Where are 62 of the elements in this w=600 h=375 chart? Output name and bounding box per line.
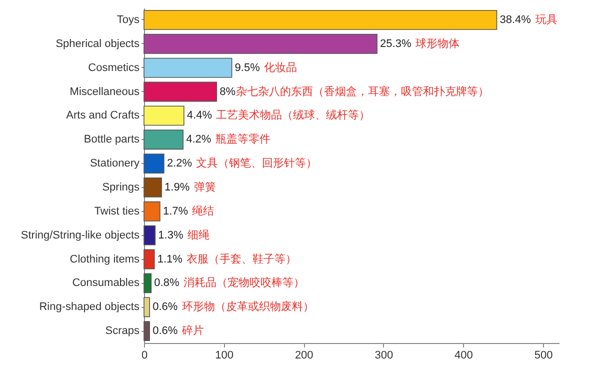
bar [144,177,162,198]
y-tick-label: Springs [102,181,140,194]
bar [144,154,164,174]
x-tick-label: 200 [294,350,314,362]
bar [144,297,150,318]
annotation: 杂七杂八的东西（香烟盒，耳塞，吸管和扑克牌等） [236,84,490,98]
annotation: 4.2% [186,134,212,146]
annotation: 环形物（皮革或织物废料） [182,300,314,314]
y-tick-label: Arts and Crafts [66,110,140,122]
annotation: 化妆品 [264,62,297,74]
y-tick-label: Consumables [72,277,140,290]
annotation: 4.4% [186,110,212,122]
annotation: 衣服（手套、鞋子等） [186,252,297,266]
y-tick-label: String/String-like objects [20,229,140,242]
bar [144,58,232,78]
annotation: 1.9% [164,181,190,194]
y-tick-label: Scraps [105,325,140,338]
annotation: 弹簧 [194,180,216,194]
annotation: 38.4% [500,14,532,26]
x-tick-label: 400 [454,350,473,362]
x-tick-label: 300 [374,350,394,362]
x-tick-label: 100 [215,350,234,362]
bar [144,82,218,102]
bar [144,10,498,30]
annotation: 0.6% [152,325,178,338]
annotation: 0.8% [154,277,180,290]
annotation: 25.3% [380,38,412,50]
annotation: 1.7% [162,205,188,218]
annotation: 0.6% [152,301,178,314]
annotation: 绳结 [192,204,214,218]
x-tick-label: 500 [534,350,553,362]
annotation: 2.2% [166,158,192,170]
y-tick-label: Clothing items [70,253,140,266]
x-tick-label: 0 [141,350,148,362]
bar [144,201,160,222]
annotation: 1.3% [158,229,184,242]
bar [144,249,155,270]
bar [144,273,152,294]
y-tick-label: Miscellaneous [70,86,140,98]
y-tick-label: Toys [116,14,140,26]
annotation: 9.5% [234,62,260,74]
bar [144,106,184,126]
y-tick-label: Ring-shaped objects [39,301,140,314]
annotation: 玩具 [535,14,558,26]
annotation: 消耗品（宠物咬咬棒等） [183,276,304,290]
annotation: 1.1% [157,253,183,266]
y-tick-label: Twist ties [94,205,140,218]
annotation: 瓶盖等零件 [215,132,270,146]
annotation: 碎片 [180,324,204,338]
y-tick-label: Cosmetics [88,62,140,74]
bar [144,225,156,246]
annotation: 工艺美术物品（绒球、绒杆等） [216,108,370,122]
annotation: 球形物体 [416,36,460,50]
annotation: 细绳 [187,229,210,242]
bar [144,321,150,342]
y-tick-label: Bottle parts [84,134,140,146]
annotation: 文具（钢笔、回形针等） [196,156,318,170]
y-tick-label: Stationery [90,158,140,170]
bar [144,34,378,54]
annotation: 8% [220,86,236,98]
bar [144,130,184,150]
y-tick-label: Spherical objects [56,38,140,50]
